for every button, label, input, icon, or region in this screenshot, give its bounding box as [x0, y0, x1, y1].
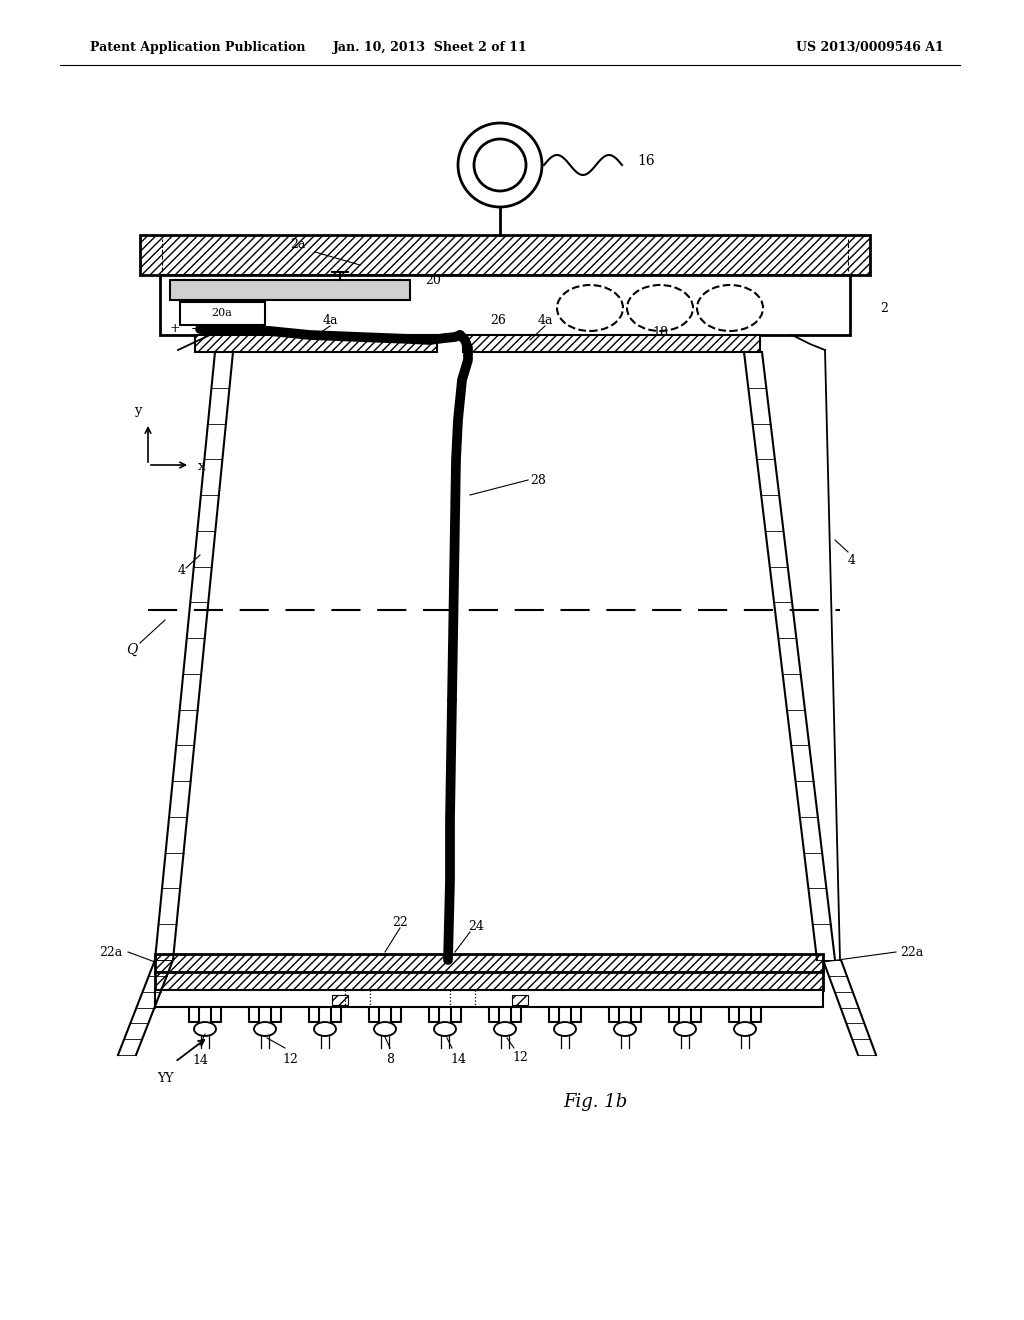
Ellipse shape — [254, 1022, 276, 1036]
Bar — [463, 335, 760, 352]
Text: 20: 20 — [425, 273, 441, 286]
Text: +: + — [170, 322, 180, 335]
Ellipse shape — [674, 1022, 696, 1036]
Text: Patent Application Publication: Patent Application Publication — [90, 41, 305, 54]
Text: 4a: 4a — [323, 314, 338, 326]
Text: Q: Q — [126, 643, 137, 657]
Bar — [155, 990, 823, 1007]
Text: 4a: 4a — [538, 314, 553, 326]
Text: 12: 12 — [282, 1053, 298, 1067]
Ellipse shape — [374, 1022, 396, 1036]
Text: 28: 28 — [530, 474, 546, 487]
Text: 4: 4 — [178, 564, 186, 577]
Ellipse shape — [554, 1022, 575, 1036]
Bar — [332, 995, 348, 1005]
Text: 12: 12 — [512, 1051, 528, 1064]
Ellipse shape — [314, 1022, 336, 1036]
Text: Jan. 10, 2013  Sheet 2 of 11: Jan. 10, 2013 Sheet 2 of 11 — [333, 41, 527, 54]
Ellipse shape — [434, 1022, 456, 1036]
Ellipse shape — [494, 1022, 516, 1036]
Text: y: y — [134, 404, 141, 417]
Ellipse shape — [627, 285, 693, 331]
Text: 14: 14 — [450, 1053, 466, 1067]
Bar — [170, 280, 410, 300]
Ellipse shape — [557, 285, 623, 331]
Text: 22a: 22a — [900, 945, 924, 958]
Bar — [160, 275, 850, 335]
Text: −: − — [190, 322, 202, 335]
Ellipse shape — [697, 285, 763, 331]
Text: 4: 4 — [848, 553, 856, 566]
Ellipse shape — [614, 1022, 636, 1036]
Bar — [155, 954, 823, 972]
Bar — [155, 972, 823, 990]
Text: 2a: 2a — [291, 239, 306, 252]
Text: 2: 2 — [880, 301, 888, 314]
Text: US 2013/0009546 A1: US 2013/0009546 A1 — [796, 41, 944, 54]
Bar — [140, 235, 870, 275]
Bar — [195, 335, 437, 352]
Bar — [180, 302, 265, 325]
Text: YY: YY — [157, 1072, 173, 1085]
Text: 16: 16 — [637, 154, 654, 168]
Text: 24: 24 — [468, 920, 484, 932]
Ellipse shape — [734, 1022, 756, 1036]
Text: 18: 18 — [652, 326, 668, 338]
Text: 20a: 20a — [212, 308, 232, 318]
Text: 26: 26 — [490, 314, 506, 326]
Text: 14: 14 — [193, 1053, 208, 1067]
Text: x: x — [198, 459, 206, 473]
Text: 8: 8 — [386, 1053, 394, 1067]
Bar — [512, 995, 528, 1005]
Text: 22a: 22a — [98, 945, 122, 958]
Text: 22: 22 — [392, 916, 408, 928]
Text: Fig. 1b: Fig. 1b — [563, 1093, 627, 1111]
Ellipse shape — [194, 1022, 216, 1036]
